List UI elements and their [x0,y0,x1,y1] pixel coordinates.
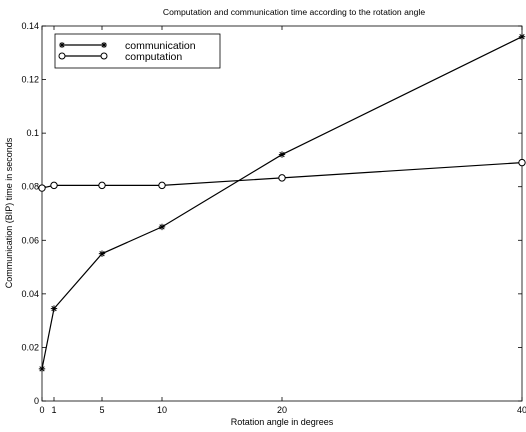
x-tick-label: 10 [157,405,167,415]
data-point-circle [58,52,66,60]
y-tick-label: 0.1 [26,128,39,138]
data-point-circle [518,158,526,167]
series-line [41,36,523,369]
data-point-circle [98,181,106,190]
y-tick-label: 0.14 [21,21,39,31]
y-tick-label: 0 [34,396,39,406]
data-point-star [98,250,106,257]
x-tick-label: 40 [517,405,526,415]
data-point-circle [158,181,166,190]
y-tick-label: 0.12 [21,75,39,85]
y-tick-label: 0.04 [21,289,39,299]
data-point-star [158,223,166,231]
data-point-star [38,365,46,373]
y-tick-label: 0.02 [21,342,39,352]
data-point-circle [50,181,58,190]
data-point-star [518,33,526,40]
legend-label: computation [125,51,182,63]
legend-entry: computation [58,51,182,63]
data-point-star [101,42,107,48]
plot-frame [41,25,523,402]
chart-title: Computation and communication time accor… [163,7,425,17]
x-tick-label: 5 [99,405,104,415]
y-tick-label: 0.08 [21,182,39,192]
legend-box [54,33,221,69]
series-layer [38,33,526,373]
x-tick-label: 0 [39,405,44,415]
data-point-star [278,151,286,158]
legend-label: communication [125,40,196,52]
x-axis-label: Rotation angle in degrees [231,417,334,427]
data-point-star [50,305,58,312]
x-tick-label: 1 [51,405,56,415]
legend-entry: communication [59,40,196,52]
data-point-star [59,42,65,48]
x-axis: 0 1 5 10 20 40 [39,26,526,415]
series-computation [38,158,526,192]
y-axis-label: Communication (BIP) time in seconds [4,137,14,288]
series-communication [38,33,526,373]
y-axis: 0 0.02 0.04 0.06 0.08 0.1 0.12 0.14 [21,21,522,406]
y-tick-label: 0.06 [21,235,39,245]
data-point-circle [38,184,46,192]
data-point-circle [100,52,108,60]
x-tick-label: 20 [277,405,287,415]
data-point-circle [278,174,286,182]
